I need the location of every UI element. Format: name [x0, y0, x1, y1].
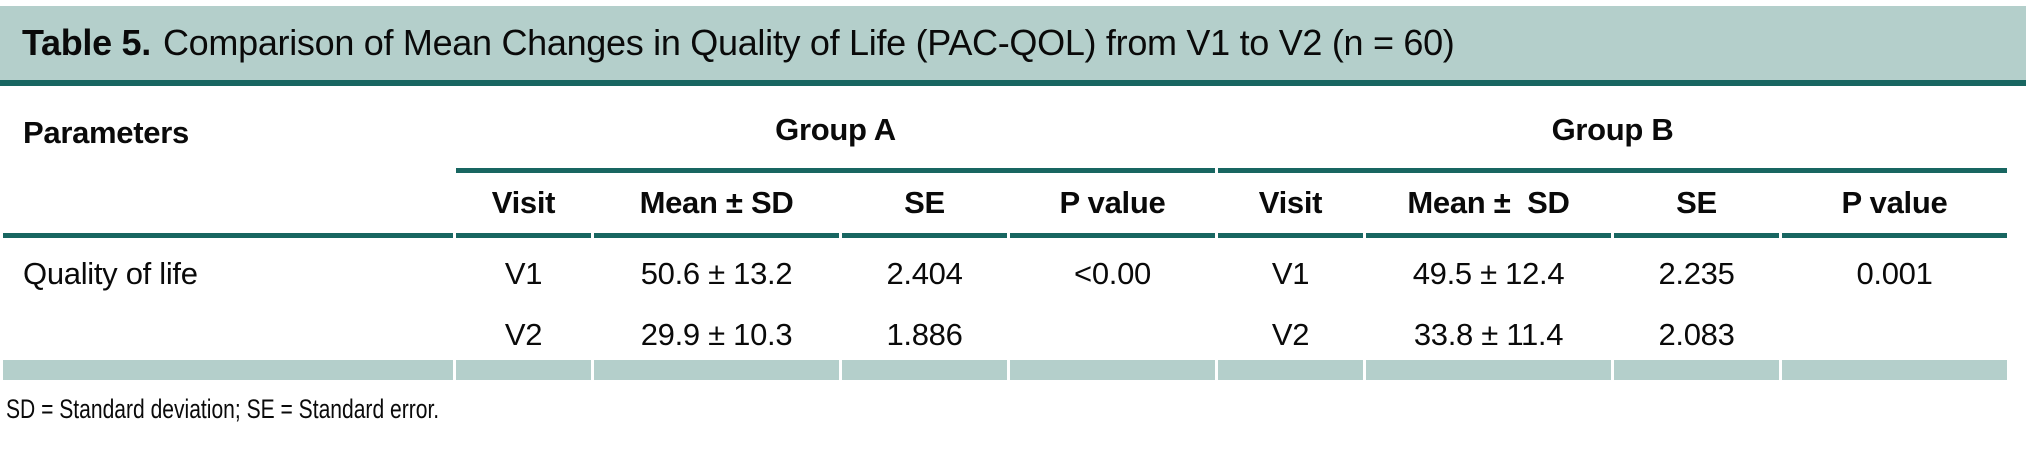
subheader-empty — [3, 173, 453, 238]
table-title-text: Comparison of Mean Changes in Quality of… — [162, 22, 1455, 63]
cell-visit-a: V2 — [504, 317, 543, 352]
band-cell — [1782, 360, 2008, 380]
table-number-label: Table 5. — [22, 22, 151, 63]
table-row: Quality of life V1 50.6 ± 13.2 2.404 <0.… — [3, 238, 2007, 310]
subheader-row: Visit Mean ± SD SE P value Visit Mean ± … — [3, 173, 2008, 238]
table-row: V2 29.9 ± 10.3 1.886 V2 33.8 ± 11.4 2.08… — [3, 310, 2007, 360]
subheader-se-a: SE — [842, 173, 1007, 238]
band-cell — [1366, 360, 1611, 380]
subheader-se-b: SE — [1614, 173, 1779, 238]
cell-mean-sd-b: 49.5 ± 12.4 — [1412, 256, 1565, 291]
header-group-a: Group A — [456, 86, 1215, 173]
cell-p-value-b — [1782, 310, 2007, 360]
group-header-row: Parameters Group A Group B — [3, 86, 2008, 173]
cell-se-a: 2.404 — [886, 256, 963, 291]
subheader-visit-b: Visit — [1218, 173, 1363, 238]
cell-visit-a: V1 — [504, 256, 543, 291]
table-title-bar: Table 5. Comparison of Mean Changes in Q… — [0, 6, 2026, 86]
subheader-mean-sd-a: Mean ± SD — [594, 173, 839, 238]
subheader-visit-a: Visit — [456, 173, 591, 238]
band-cell — [3, 360, 453, 380]
band-cell — [594, 360, 839, 380]
table-footnote: SD = Standard deviation; SE = Standard e… — [6, 394, 440, 424]
cell-p-value-a — [1010, 310, 1215, 360]
cell-parameter — [3, 310, 453, 360]
results-table: Parameters Group A Group B Visit Mean ± … — [0, 86, 2010, 380]
band-cell — [1614, 360, 1779, 380]
cell-parameter: Quality of life — [23, 256, 198, 291]
cell-visit-b: V1 — [1271, 256, 1310, 291]
band-cell — [1218, 360, 1363, 380]
cell-p-value-a: <0.00 — [1074, 256, 1151, 291]
subheader-p-value-a: P value — [1010, 173, 1215, 238]
cell-mean-sd-a: 29.9 ± 10.3 — [640, 317, 793, 352]
cell-mean-sd-b: 33.8 ± 11.4 — [1413, 317, 1564, 352]
band-cell — [456, 360, 591, 380]
band-cell — [842, 360, 1007, 380]
cell-p-value-b: 0.001 — [1856, 256, 1933, 291]
cell-se-b: 2.235 — [1658, 256, 1735, 291]
header-group-b: Group B — [1218, 86, 2008, 173]
cell-mean-sd-a: 50.6 ± 13.2 — [640, 256, 793, 291]
cell-se-a: 1.886 — [886, 317, 963, 352]
subheader-p-value-b: P value — [1782, 173, 2008, 238]
cell-se-b: 2.083 — [1658, 317, 1735, 352]
subheader-mean-sd-b: Mean ± SD — [1366, 173, 1611, 238]
table-bottom-band — [3, 360, 2008, 380]
header-parameters: Parameters — [23, 114, 189, 150]
cell-visit-b: V2 — [1271, 317, 1310, 352]
band-cell — [1010, 360, 1215, 380]
